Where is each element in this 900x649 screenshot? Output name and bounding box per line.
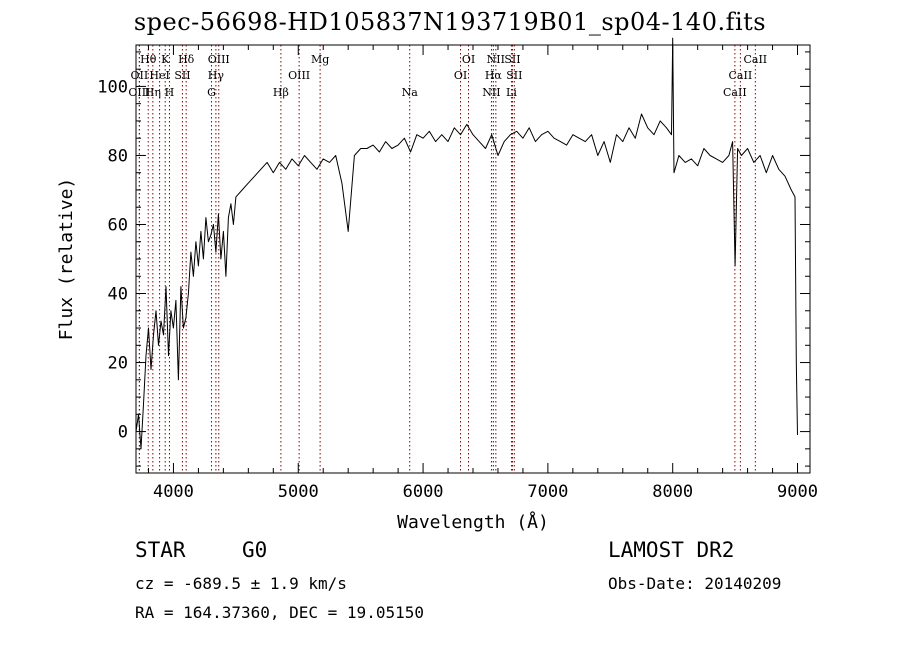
y-tick-label: 20 (108, 354, 128, 374)
line-marker-label: HeI (149, 69, 169, 82)
x-tick-label: 6000 (403, 482, 444, 502)
chart-title: spec-56698-HD105837N193719B01_sp04-140.f… (133, 8, 767, 36)
plot-frame (135, 44, 811, 474)
line-marker-label: H (165, 86, 175, 99)
line-marker-label: OI (454, 69, 467, 82)
line-marker-label: SII (506, 69, 522, 82)
x-tick-label: 9000 (777, 482, 818, 502)
line-marker-label: Hγ (208, 69, 225, 82)
line-marker-label: Na (402, 86, 419, 99)
object-class: STAR (135, 538, 186, 562)
survey-label: LAMOST DR2 (608, 538, 735, 562)
y-tick-label: 60 (108, 215, 128, 235)
line-marker-label: CaII (723, 86, 747, 99)
line-marker-label: Mg (311, 53, 329, 66)
x-tick-label: 4000 (153, 482, 194, 502)
x-tick-label: 7000 (527, 482, 568, 502)
x-tick-label: 5000 (278, 482, 319, 502)
x-tick-label: 8000 (652, 482, 693, 502)
line-marker-label: Hβ (273, 86, 289, 99)
line-marker-label: K (161, 53, 170, 66)
y-tick-label: 80 (108, 146, 128, 166)
redshift-label: cz = -689.5 ± 1.9 km/s (135, 574, 347, 593)
line-marker-label: Hδ (178, 53, 195, 66)
line-marker-label: OI (462, 53, 475, 66)
y-tick-label: 0 (118, 423, 128, 443)
line-marker-label: Li (506, 86, 517, 99)
y-axis-label: Flux (relative) (56, 178, 77, 341)
line-marker-label: OIII (128, 86, 150, 99)
line-marker-label: SII (174, 69, 190, 82)
line-marker-label: NII (487, 53, 505, 66)
line-marker-label: OIII (288, 69, 310, 82)
line-marker-label: SII (504, 53, 520, 66)
line-marker-label: Hη (145, 86, 161, 99)
x-axis-label: Wavelength (Å) (397, 511, 549, 533)
line-marker-label: OIII (208, 53, 230, 66)
line-marker-label: Hθ (140, 53, 157, 66)
line-marker-label: G (207, 86, 216, 99)
obs-date-label: Obs-Date: 20140209 (608, 574, 782, 593)
y-tick-label: 100 (97, 77, 128, 97)
coordinates-label: RA = 164.37360, DEC = 19.05150 (135, 603, 424, 622)
line-marker-label: OII (131, 69, 149, 82)
line-marker-label: NII (482, 86, 500, 99)
line-marker-label: CaII (729, 69, 753, 82)
line-marker-label: Hα (485, 69, 503, 82)
object-subclass: G0 (242, 538, 268, 562)
y-tick-label: 40 (108, 285, 128, 305)
spectrum-line (135, 37, 798, 450)
line-marker-label: CaII (743, 53, 767, 66)
